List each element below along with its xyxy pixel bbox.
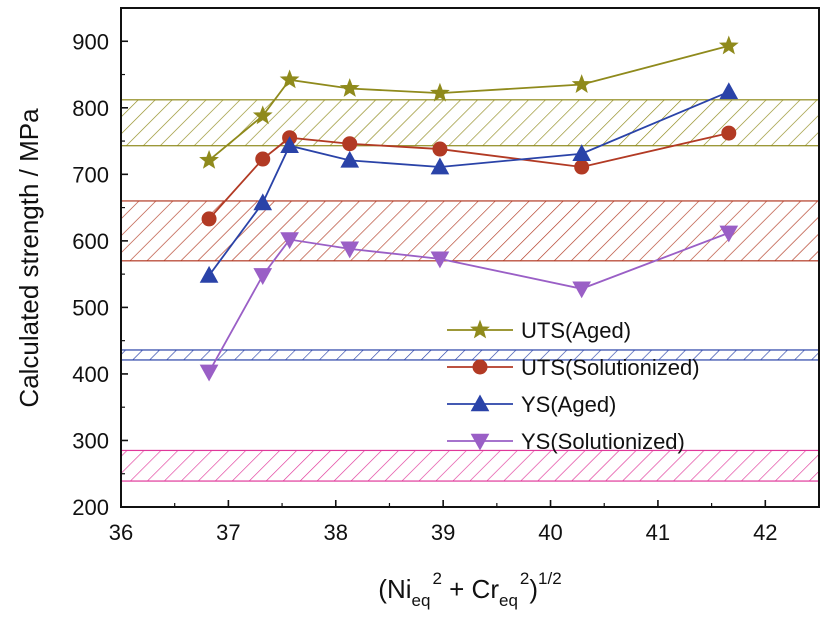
legend-item: UTS(Aged) (447, 318, 631, 343)
shaded-bands (121, 99, 819, 482)
data-point (718, 35, 739, 55)
data-point (199, 265, 219, 283)
data-point (280, 136, 299, 154)
legend-item: YS(Aged) (447, 392, 616, 417)
x-tick-label: 38 (324, 520, 348, 545)
data-point (340, 150, 360, 168)
data-point (253, 268, 273, 285)
series-ys-aged (199, 82, 739, 283)
data-point (721, 125, 737, 141)
x-tick-label: 37 (216, 520, 240, 545)
legend-item: YS(Solutionized) (447, 429, 685, 454)
data-point (430, 251, 450, 269)
shaded-band (121, 349, 819, 361)
data-point (253, 193, 273, 211)
data-point (279, 69, 300, 89)
shaded-band (121, 200, 819, 262)
data-point (339, 78, 360, 97)
y-tick-label: 500 (72, 295, 109, 320)
y-axis: 200 300 400 500 600 700 800 900 (72, 29, 128, 520)
x-tick-label: 39 (431, 520, 455, 545)
y-axis-title: Calculated strength / MPa (14, 108, 44, 408)
plot-frame (120, 7, 820, 508)
data-point (252, 105, 273, 125)
x-tick-label: 42 (753, 520, 777, 545)
x-tick-label: 36 (109, 520, 133, 545)
data-point (280, 232, 299, 250)
data-point (574, 159, 590, 175)
y-tick-label: 200 (72, 495, 109, 520)
series-uts-solutionized (201, 125, 737, 227)
y-tick-label: 600 (72, 229, 109, 254)
series-ys-solutionized (199, 225, 739, 382)
data-point (255, 151, 271, 167)
data-point (572, 281, 592, 299)
legend-marker (472, 359, 488, 375)
data-point (432, 141, 448, 157)
data-point (572, 144, 592, 162)
x-tick-label: 41 (646, 520, 670, 545)
y-tick-label: 700 (72, 162, 109, 187)
x-tick-label: 40 (538, 520, 562, 545)
legend-label: UTS(Aged) (521, 318, 631, 343)
y-tick-label: 800 (72, 96, 109, 121)
shaded-band (121, 99, 819, 147)
data-point (342, 136, 358, 152)
y-tick-label: 400 (72, 362, 109, 387)
legend-marker (470, 319, 490, 339)
x-axis: 36 37 38 39 40 41 42 (109, 500, 778, 545)
y-tick-label: 300 (72, 428, 109, 453)
data-point (201, 211, 217, 227)
data-point (719, 82, 739, 100)
legend: UTS(Aged) UTS(Solutionized) YS(Aged) YS(Sol… (447, 318, 700, 454)
legend-label: YS(Aged) (521, 392, 616, 417)
legend-label: YS(Solutionized) (521, 429, 685, 454)
x-axis-title: (Nieq2 + Creq2)1/2 (378, 569, 561, 610)
series-layer (199, 35, 739, 382)
legend-item: UTS(Solutionized) (447, 355, 700, 380)
y-tick-label: 900 (72, 29, 109, 54)
legend-marker (470, 394, 490, 412)
data-point (719, 225, 739, 243)
data-point (430, 157, 450, 175)
data-point (199, 149, 219, 169)
data-point (340, 241, 360, 259)
data-point (430, 82, 450, 102)
legend-marker (470, 433, 490, 451)
legend-label: UTS(Solutionized) (521, 355, 700, 380)
data-point (571, 74, 592, 93)
series-uts-aged (199, 35, 739, 169)
shaded-band (121, 449, 819, 482)
data-point (199, 364, 219, 382)
